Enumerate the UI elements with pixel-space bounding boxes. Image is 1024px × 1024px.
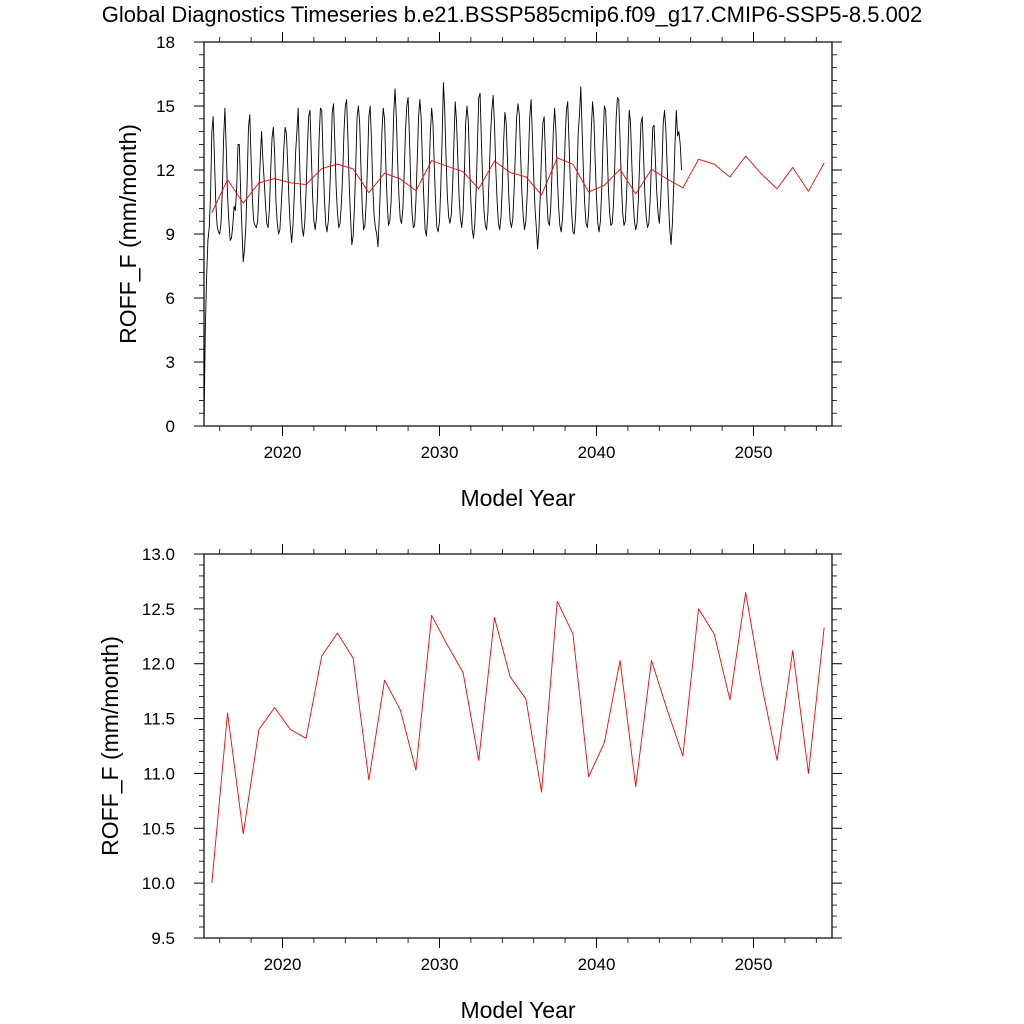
top-panel: 2020 2030 2040 2050 0 3 6 9 12 15 18 Model Year ROFF…: [115, 32, 842, 511]
x-tick-label: 2030: [421, 443, 459, 462]
y-tick-label: 11.0: [143, 764, 175, 783]
x-tick-label: 2050: [735, 955, 773, 974]
y-tick-label: 9: [166, 225, 175, 244]
series-line-0: [203, 82, 682, 424]
x-tick-label: 2040: [578, 955, 616, 974]
x-tick-label: 2020: [264, 443, 302, 462]
x-axis-title: Model Year: [460, 485, 575, 511]
y-tick-label: 9.5: [151, 929, 175, 948]
series-line-0: [211, 591, 825, 884]
y-tick-label: 18: [156, 33, 175, 52]
y-tick-label: 12.0: [142, 655, 175, 674]
y-tick-label: 12.5: [142, 600, 175, 619]
x-tick-label: 2050: [735, 443, 773, 462]
y-tick-label: 10.0: [142, 874, 175, 893]
x-tick-label: 2020: [264, 955, 302, 974]
y-tick-label: 6: [166, 289, 175, 308]
x-tick-label: 2040: [578, 443, 616, 462]
y-tick-label: 10.5: [142, 819, 175, 838]
y-axis-title: ROFF_F (mm/month): [115, 124, 141, 344]
page-title: Global Diagnostics Timeseries b.e21.BSSP…: [101, 2, 923, 27]
y-tick-label: 15: [156, 97, 175, 116]
y-tick-label: 11.5: [143, 710, 175, 729]
bottom-panel: 2020 2030 2040 2050 9.5 10.0 10.5 11.0 11.5 12.0 1…: [97, 544, 842, 1023]
y-tick-label: 13.0: [142, 545, 175, 564]
y-axis-title: ROFF_F (mm/month): [97, 636, 123, 856]
y-tick-label: 0: [166, 417, 175, 436]
series-line-1: [211, 155, 825, 213]
plot-frame: [203, 41, 833, 427]
x-axis-title: Model Year: [460, 997, 575, 1023]
y-tick-label: 12: [156, 161, 175, 180]
x-tick-label: 2030: [421, 955, 459, 974]
y-tick-label: 3: [166, 353, 175, 372]
plot-frame: [203, 553, 833, 939]
